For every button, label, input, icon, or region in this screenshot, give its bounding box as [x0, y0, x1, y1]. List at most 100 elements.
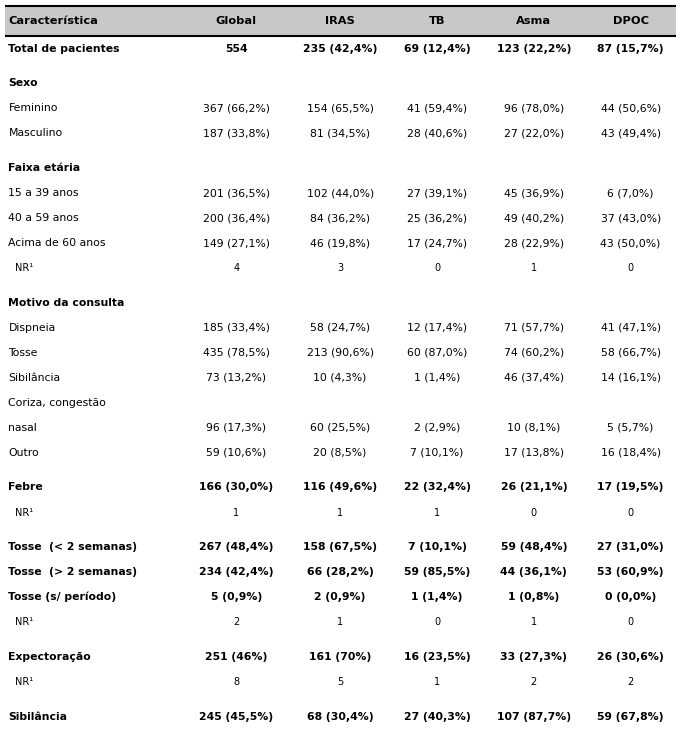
Text: 4: 4	[233, 263, 239, 273]
Text: 234 (42,4%): 234 (42,4%)	[199, 567, 274, 577]
Text: 0: 0	[628, 263, 634, 273]
Text: 16 (18,4%): 16 (18,4%)	[601, 448, 661, 458]
Text: 14 (16,1%): 14 (16,1%)	[601, 373, 661, 382]
Text: 87 (15,7%): 87 (15,7%)	[597, 43, 664, 54]
Text: IRAS: IRAS	[326, 16, 355, 26]
Text: 53 (60,9%): 53 (60,9%)	[597, 567, 664, 577]
Text: 17 (13,8%): 17 (13,8%)	[504, 448, 564, 458]
Text: 5 (0,9%): 5 (0,9%)	[210, 592, 262, 602]
Text: 10 (8,1%): 10 (8,1%)	[507, 423, 560, 433]
Text: Dispneia: Dispneia	[8, 323, 56, 333]
Text: 200 (36,4%): 200 (36,4%)	[203, 213, 270, 223]
Text: 73 (13,2%): 73 (13,2%)	[206, 373, 266, 382]
Text: Global: Global	[216, 16, 257, 26]
Text: 45 (36,9%): 45 (36,9%)	[504, 188, 564, 198]
Text: Característica: Característica	[8, 16, 98, 26]
Text: 71 (57,7%): 71 (57,7%)	[504, 323, 564, 333]
Text: 15 a 39 anos: 15 a 39 anos	[8, 188, 79, 198]
Text: Feminino: Feminino	[8, 103, 58, 113]
Text: 1: 1	[233, 507, 239, 517]
Text: nasal: nasal	[8, 423, 37, 433]
Text: Sibilância: Sibilância	[8, 712, 67, 722]
Text: 60 (25,5%): 60 (25,5%)	[310, 423, 370, 433]
Text: 201 (36,5%): 201 (36,5%)	[203, 188, 270, 198]
Text: 96 (78,0%): 96 (78,0%)	[504, 103, 564, 113]
Text: 5 (5,7%): 5 (5,7%)	[607, 423, 654, 433]
Text: 161 (70%): 161 (70%)	[309, 652, 371, 662]
Text: Acima de 60 anos: Acima de 60 anos	[8, 238, 106, 248]
Text: 5: 5	[337, 677, 343, 687]
Text: 102 (44,0%): 102 (44,0%)	[306, 188, 374, 198]
Text: 27 (40,3%): 27 (40,3%)	[404, 712, 471, 722]
Text: 267 (48,4%): 267 (48,4%)	[199, 542, 274, 552]
Text: 37 (43,0%): 37 (43,0%)	[601, 213, 661, 223]
Text: 59 (85,5%): 59 (85,5%)	[404, 567, 470, 577]
Text: 1: 1	[337, 617, 343, 628]
Text: Tosse: Tosse	[8, 348, 38, 357]
Text: Sibilância: Sibilância	[8, 373, 61, 382]
Text: Faixa etária: Faixa etária	[8, 163, 80, 173]
Text: 158 (67,5%): 158 (67,5%)	[303, 542, 377, 552]
Text: 41 (59,4%): 41 (59,4%)	[407, 103, 467, 113]
Text: 33 (27,3%): 33 (27,3%)	[501, 652, 567, 662]
Text: 435 (78,5%): 435 (78,5%)	[203, 348, 270, 357]
Text: Coriza, congestão: Coriza, congestão	[8, 398, 106, 408]
Text: 96 (17,3%): 96 (17,3%)	[206, 423, 266, 433]
Text: 59 (48,4%): 59 (48,4%)	[501, 542, 567, 552]
Text: Tosse  (< 2 semanas): Tosse (< 2 semanas)	[8, 542, 138, 552]
Text: 46 (37,4%): 46 (37,4%)	[504, 373, 564, 382]
Text: 7 (10,1%): 7 (10,1%)	[410, 448, 464, 458]
Text: 46 (19,8%): 46 (19,8%)	[310, 238, 370, 248]
Text: 1 (1,4%): 1 (1,4%)	[411, 592, 462, 602]
Text: 245 (45,5%): 245 (45,5%)	[200, 712, 273, 722]
Text: 0: 0	[530, 507, 537, 517]
Text: 1: 1	[530, 263, 537, 273]
Text: 59 (67,8%): 59 (67,8%)	[597, 712, 664, 722]
Text: 1 (1,4%): 1 (1,4%)	[414, 373, 460, 382]
Text: 49 (40,2%): 49 (40,2%)	[504, 213, 564, 223]
Text: 0: 0	[434, 617, 440, 628]
Text: Expectoração: Expectoração	[8, 652, 91, 662]
Text: 0: 0	[628, 617, 634, 628]
Text: 44 (50,6%): 44 (50,6%)	[601, 103, 661, 113]
Text: NR¹: NR¹	[16, 677, 33, 687]
Text: 84 (36,2%): 84 (36,2%)	[310, 213, 370, 223]
Text: NR¹: NR¹	[16, 263, 33, 273]
Text: NR¹: NR¹	[16, 507, 33, 517]
Text: 166 (30,0%): 166 (30,0%)	[200, 482, 273, 493]
Text: Asma: Asma	[516, 16, 552, 26]
Text: 17 (19,5%): 17 (19,5%)	[597, 482, 664, 493]
Text: 2: 2	[233, 617, 240, 628]
Text: 0 (0,0%): 0 (0,0%)	[605, 592, 656, 602]
Text: 68 (30,4%): 68 (30,4%)	[307, 712, 373, 722]
Text: 1: 1	[434, 677, 440, 687]
Text: 213 (90,6%): 213 (90,6%)	[306, 348, 374, 357]
Text: 235 (42,4%): 235 (42,4%)	[303, 43, 377, 54]
Text: 12 (17,4%): 12 (17,4%)	[407, 323, 467, 333]
Text: 7 (10,1%): 7 (10,1%)	[407, 542, 466, 552]
Text: 81 (34,5%): 81 (34,5%)	[310, 128, 370, 138]
Text: 123 (22,2%): 123 (22,2%)	[496, 43, 571, 54]
Text: 28 (22,9%): 28 (22,9%)	[504, 238, 564, 248]
Text: 107 (87,7%): 107 (87,7%)	[496, 712, 571, 722]
Text: 1: 1	[434, 507, 440, 517]
Text: 60 (87,0%): 60 (87,0%)	[407, 348, 467, 357]
Text: 0: 0	[434, 263, 440, 273]
Text: 554: 554	[225, 43, 248, 54]
Text: 41 (47,1%): 41 (47,1%)	[601, 323, 661, 333]
Text: 26 (30,6%): 26 (30,6%)	[597, 652, 664, 662]
Text: 25 (36,2%): 25 (36,2%)	[407, 213, 467, 223]
Text: Febre: Febre	[8, 482, 43, 493]
Text: 251 (46%): 251 (46%)	[205, 652, 268, 662]
Text: 154 (65,5%): 154 (65,5%)	[306, 103, 374, 113]
Text: Motivo da consulta: Motivo da consulta	[8, 298, 125, 308]
Text: 28 (40,6%): 28 (40,6%)	[407, 128, 467, 138]
Text: 58 (24,7%): 58 (24,7%)	[310, 323, 370, 333]
Text: 20 (8,5%): 20 (8,5%)	[313, 448, 367, 458]
Text: 2 (0,9%): 2 (0,9%)	[315, 592, 366, 602]
Text: 17 (24,7%): 17 (24,7%)	[407, 238, 467, 248]
Text: NR¹: NR¹	[16, 617, 33, 628]
Text: 8: 8	[233, 677, 239, 687]
Text: 26 (21,1%): 26 (21,1%)	[501, 482, 567, 493]
Text: 16 (23,5%): 16 (23,5%)	[404, 652, 471, 662]
